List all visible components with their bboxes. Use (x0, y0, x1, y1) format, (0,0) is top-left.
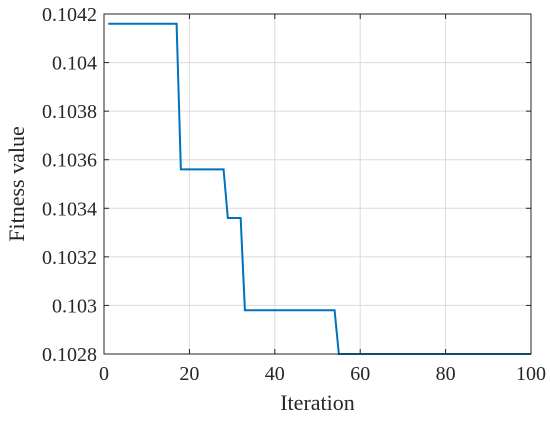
y-axis: 0.1028 0.103 0.1032 0.1034 0.1036 0.1038 0.104… (42, 4, 531, 366)
y-tick-label: 0.1028 (42, 344, 97, 366)
y-tick-label: 0.1038 (42, 101, 97, 123)
x-tick-label: 0 (99, 363, 109, 385)
y-tick-label: 0.1036 (42, 150, 97, 172)
series-layer (108, 22, 531, 355)
x-tick-label: 40 (265, 363, 285, 385)
x-tick-label: 20 (179, 363, 199, 385)
plot-frame (103, 13, 532, 355)
y-axis-label: Fitness value (4, 126, 29, 242)
x-tick-label: 80 (436, 363, 456, 385)
grid (104, 14, 531, 354)
x-tick-label: 100 (516, 363, 546, 385)
x-tick-label: 60 (350, 363, 370, 385)
series-line (108, 22, 531, 355)
x-axis: 0 20 40 60 80 100 (99, 14, 546, 385)
y-tick-label: 0.1032 (42, 247, 97, 269)
y-tick-label: 0.103 (52, 295, 97, 317)
y-tick-label: 0.1034 (42, 198, 97, 220)
x-axis-label: Iteration (280, 390, 355, 415)
y-tick-label: 0.1042 (42, 4, 97, 26)
y-tick-label: 0.104 (52, 53, 97, 75)
